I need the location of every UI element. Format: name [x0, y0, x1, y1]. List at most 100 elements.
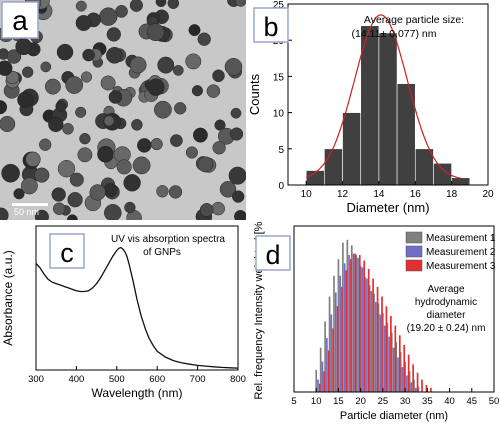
nanoparticle: [80, 71, 93, 83]
annotation-d-line3: diameter: [427, 310, 467, 321]
legend-swatch-measurement-2: [405, 245, 423, 258]
nanoparticle: [185, 146, 198, 159]
chart-d: 5 10 15 20 25 30 35 40 45 50 Particle diameter (nm…: [253, 219, 499, 422]
nanoparticle: [0, 60, 13, 76]
dls-bar-measurement-1: [373, 293, 375, 392]
dls-bar-measurement-1: [324, 321, 326, 392]
panel-d-dls: 5 10 15 20 25 30 35 40 45 50 Particle diameter (nm…: [250, 219, 500, 428]
nanoparticle: [75, 0, 87, 12]
nanoparticle: [34, 167, 50, 183]
panel-label-box-c: [49, 233, 85, 269]
dls-bar-measurement-2: [397, 357, 399, 392]
nanoparticle: [97, 145, 114, 163]
dls-bar-measurement-3: [345, 270, 348, 392]
nanoparticle: [132, 156, 151, 175]
x-tick-label: 30: [400, 396, 411, 407]
x-axis-label: Wavelength (nm): [92, 386, 183, 400]
panel-label-d: d: [265, 240, 280, 270]
nanoparticle: [230, 127, 244, 141]
dls-bar-measurement-3: [318, 383, 321, 392]
nanoparticle: [55, 100, 67, 112]
dls-bar-measurement-1: [417, 386, 420, 392]
legend-label-measurement-3: Measurement 3: [426, 261, 496, 272]
dls-bar-measurement-2: [352, 253, 355, 392]
nanoparticle: [146, 23, 165, 42]
panel-label-b: b: [263, 12, 278, 42]
x-tick-label: 25: [378, 396, 389, 407]
nanoparticle: [212, 141, 226, 155]
legend-label-measurement-2: Measurement 2: [426, 247, 496, 258]
x-axis-label: Particle diameter (nm): [340, 410, 448, 422]
dls-bar-measurement-1: [390, 332, 393, 392]
dls-bar-measurement-1: [333, 275, 335, 392]
histogram-bar: [378, 32, 398, 186]
nanoparticle: [197, 32, 211, 46]
nanoparticle: [79, 133, 91, 145]
nanoparticle: [131, 119, 143, 131]
nanoparticle: [116, 159, 132, 175]
annotation-c-line1: UV vis absorption spectra: [111, 234, 225, 245]
dls-bar-measurement-2: [414, 387, 417, 392]
nanoparticle: [206, 84, 221, 98]
nanoparticle: [124, 201, 136, 214]
x-tick-label: 300: [28, 374, 44, 385]
nanoparticle: [185, 53, 202, 70]
x-axis-label: Diameter (nm): [346, 200, 429, 215]
dls-bar-measurement-2: [383, 325, 386, 392]
nanoparticle: [191, 85, 203, 97]
nanoparticle: [69, 172, 84, 187]
dls-bar-measurement-3: [403, 344, 406, 392]
dls-bar-measurement-2: [343, 263, 346, 392]
legend-label-measurement-1: Measurement 1: [426, 233, 496, 244]
dls-bar-measurement-2: [317, 379, 319, 392]
dls-bar-measurement-1: [350, 245, 353, 392]
nanoparticle: [137, 138, 152, 153]
nanoparticle: [232, 190, 245, 203]
dls-bar-measurement-3: [425, 385, 428, 392]
panel-b-size-histogram: 1012141618200510152025Diameter (nm)Count…: [247, 0, 500, 220]
dls-bar-measurement-1: [355, 255, 358, 392]
dls-bar-measurement-3: [327, 350, 330, 392]
nanoparticle: [199, 203, 214, 217]
plot-frame: [287, 3, 489, 186]
scale-bar: [12, 203, 48, 206]
dls-bar-measurement-3: [341, 286, 343, 392]
x-tick-label: 10: [301, 189, 313, 200]
dls-bar-measurement-1: [404, 361, 406, 392]
dls-bar-measurement-3: [372, 278, 374, 392]
nanoparticle: [123, 174, 141, 192]
nanoparticle: [52, 202, 66, 215]
nanoparticle: [188, 24, 201, 37]
annotation-d-line1: Average: [427, 284, 465, 295]
dls-bar-measurement-2: [326, 338, 328, 392]
dls-bar-measurement-2: [392, 347, 395, 392]
nanoparticle: [106, 46, 123, 64]
nanoparticle: [6, 49, 22, 64]
nanoparticle: [230, 107, 242, 119]
nanoparticle: [228, 166, 247, 185]
dls-bar-measurement-1: [368, 285, 371, 392]
dls-bar-measurement-1: [319, 347, 322, 392]
y-axis-label: Counts: [248, 73, 262, 115]
dls-bar-measurement-3: [336, 306, 339, 392]
dls-bar-measurement-1: [359, 266, 362, 392]
chart-c: 300 400 500 600 700 800 Wavelength (nm) Absorba…: [1, 225, 246, 400]
nanoparticle: [89, 184, 106, 201]
panel-label-box-a: [1, 1, 39, 39]
nanoparticle: [1, 163, 20, 183]
nanoparticle: [48, 116, 64, 133]
nanoparticle: [22, 66, 34, 78]
x-tick-label: 12: [337, 189, 349, 200]
dls-bar-measurement-2: [357, 257, 359, 392]
plot-frame: [293, 225, 495, 393]
nanoparticle: [0, 115, 16, 133]
x-tick-label: 16: [410, 189, 422, 200]
dls-bar-measurement-3: [430, 387, 432, 392]
y-tick-label: 25: [273, 0, 285, 11]
dls-bar-measurement-2: [410, 382, 413, 392]
nanoparticle: [17, 91, 34, 109]
dls-bar-measurement-2: [366, 278, 368, 392]
y-tick-label: 15: [273, 72, 285, 83]
nanoparticle: [212, 69, 225, 83]
y-tick-label: 10: [273, 109, 285, 120]
